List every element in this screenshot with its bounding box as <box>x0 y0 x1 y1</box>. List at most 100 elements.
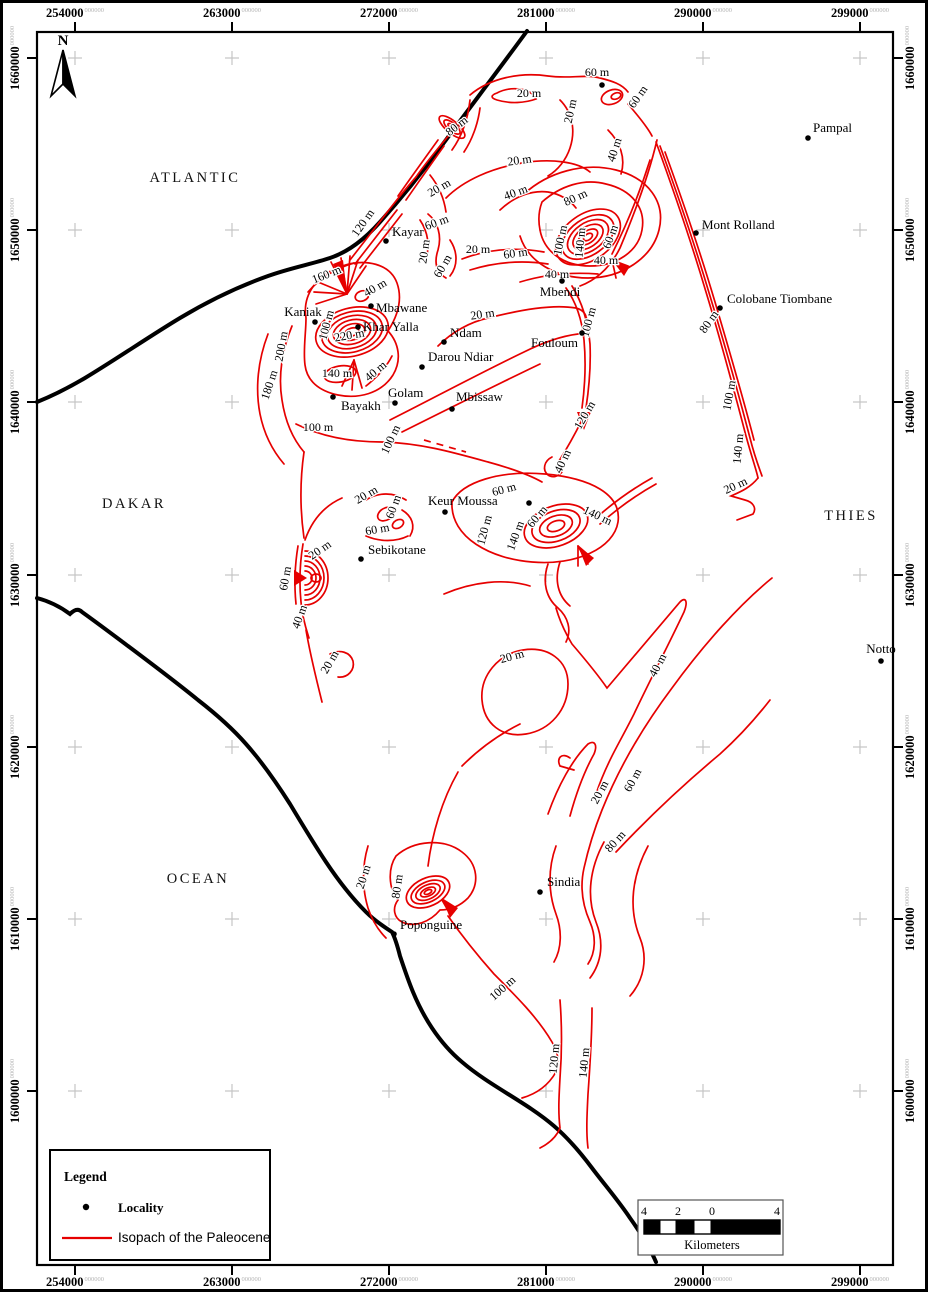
region-label: DAKAR <box>102 496 166 512</box>
isopach-contour <box>346 259 359 295</box>
isopach-contour <box>556 561 571 607</box>
grid-cross <box>853 223 867 237</box>
axis-label: 299000000000 <box>831 6 889 20</box>
isopach-contour <box>561 213 615 261</box>
isopach-contour <box>481 648 569 736</box>
locality-dot <box>717 305 723 311</box>
axis-label: 1630000000000 <box>8 543 22 607</box>
grid-cross <box>225 223 239 237</box>
locality-dot <box>383 238 389 244</box>
grid-cross <box>696 740 710 754</box>
coastline-south <box>35 596 658 1264</box>
scale-unit-label: Kilometers <box>684 1238 740 1252</box>
isopach-contour-spray <box>333 260 347 294</box>
contour-label: 20 m <box>561 97 580 124</box>
contour-label: 20 m <box>466 242 491 256</box>
axis-label: 1660000000000 <box>8 26 22 90</box>
locality-label: Bayakh <box>341 398 381 413</box>
axis-label: 1660000000000 <box>903 26 917 90</box>
map-frame-fill <box>37 32 893 1265</box>
locality-dot <box>537 889 543 895</box>
isopach-contour <box>401 363 541 433</box>
isopach-contour <box>599 483 657 525</box>
grid-cross <box>853 568 867 582</box>
isopach-contour <box>329 650 355 678</box>
locality-label: Ndam <box>450 325 482 340</box>
axis-label: 1650000000000 <box>8 198 22 262</box>
isopach-contour <box>295 423 543 483</box>
contour-label: 200 m <box>272 330 291 363</box>
grid-cross <box>539 1084 553 1098</box>
legend-title: Legend <box>64 1169 107 1184</box>
locality-dot <box>526 500 532 506</box>
axis-labels: 254000000000 254000000000 263000000000 2630… <box>8 6 917 1289</box>
isopach-contour <box>401 509 414 537</box>
axis-label: 272000000000 <box>360 6 418 20</box>
scale-tick-4-left: 4 <box>641 1204 647 1218</box>
isopach-contour <box>499 190 577 211</box>
contour-label: 60 m <box>502 244 529 261</box>
legend-isopach-label: Isopach of the Paleocene <box>118 1230 270 1245</box>
isopach-contour <box>341 359 355 387</box>
locality-dot <box>579 330 585 336</box>
contour-label: 20 m <box>506 151 533 168</box>
isopach-contour <box>419 886 437 898</box>
axis-label: 1640000000000 <box>903 370 917 434</box>
contour-label: 40 m <box>594 253 619 267</box>
scale-tick-4-right: 4 <box>774 1204 780 1218</box>
region-label: OCEAN <box>167 871 229 887</box>
scale-segment <box>659 1219 677 1235</box>
locality-label: Colobane Tiombane <box>727 291 832 306</box>
axis-label: 1640000000000 <box>8 370 22 434</box>
isopach-contour <box>353 359 363 389</box>
isopach-contour <box>519 166 662 279</box>
axis-label: 263000000000 <box>203 1275 261 1289</box>
contour-label: 20 m <box>415 238 432 265</box>
isopach-contour <box>572 223 604 251</box>
grid-cross <box>68 223 82 237</box>
isopach-contour <box>447 122 457 132</box>
axis-label: 254000000000 <box>46 6 104 20</box>
isopach-contour <box>549 845 562 963</box>
isopach-contour <box>344 326 360 338</box>
isopach-contour <box>415 133 451 178</box>
scale-segment <box>676 1220 694 1234</box>
isopach-contour <box>519 272 599 283</box>
map-frame <box>35 30 895 1267</box>
locality-dot <box>392 400 398 406</box>
grid-cross <box>539 395 553 409</box>
isopach-contour <box>566 218 610 256</box>
isopach-contour <box>565 287 586 409</box>
contour-label: 60 m <box>585 65 610 79</box>
axis-label: 1600000000000 <box>8 1059 22 1123</box>
isopach-contour <box>389 333 579 421</box>
locality-label: Darou Ndiar <box>428 349 494 364</box>
north-arrow-label: N <box>58 33 69 49</box>
isopach-contour <box>451 472 620 564</box>
contour-label: 100 m <box>550 223 570 256</box>
isopach-contour <box>579 139 658 287</box>
isopach-contour <box>664 151 755 441</box>
axis-label: 254000000000 <box>46 1275 104 1289</box>
region-label: ATLANTIC <box>150 170 241 186</box>
scale-bar-outline <box>643 1219 781 1235</box>
locality-dot <box>559 278 565 284</box>
isopach-contour <box>611 259 617 279</box>
isopach-contour <box>427 213 447 279</box>
locality-label: Khar Yalla <box>363 319 419 334</box>
isopach-contour <box>546 519 566 533</box>
isopach-contour <box>300 451 305 539</box>
isopach-contour <box>346 265 367 295</box>
locality-dot <box>358 556 364 562</box>
locality-dot <box>441 339 447 345</box>
isopach-contour <box>571 285 592 409</box>
isopach-contour <box>354 209 398 265</box>
isopach-contour-dashed <box>423 439 467 453</box>
isopach-contour <box>256 333 285 465</box>
isopach-contour <box>538 514 574 538</box>
isopach-contour <box>304 497 343 541</box>
scale-tick-2: 2 <box>675 1204 681 1218</box>
contour-label: 120 m <box>546 1042 563 1074</box>
